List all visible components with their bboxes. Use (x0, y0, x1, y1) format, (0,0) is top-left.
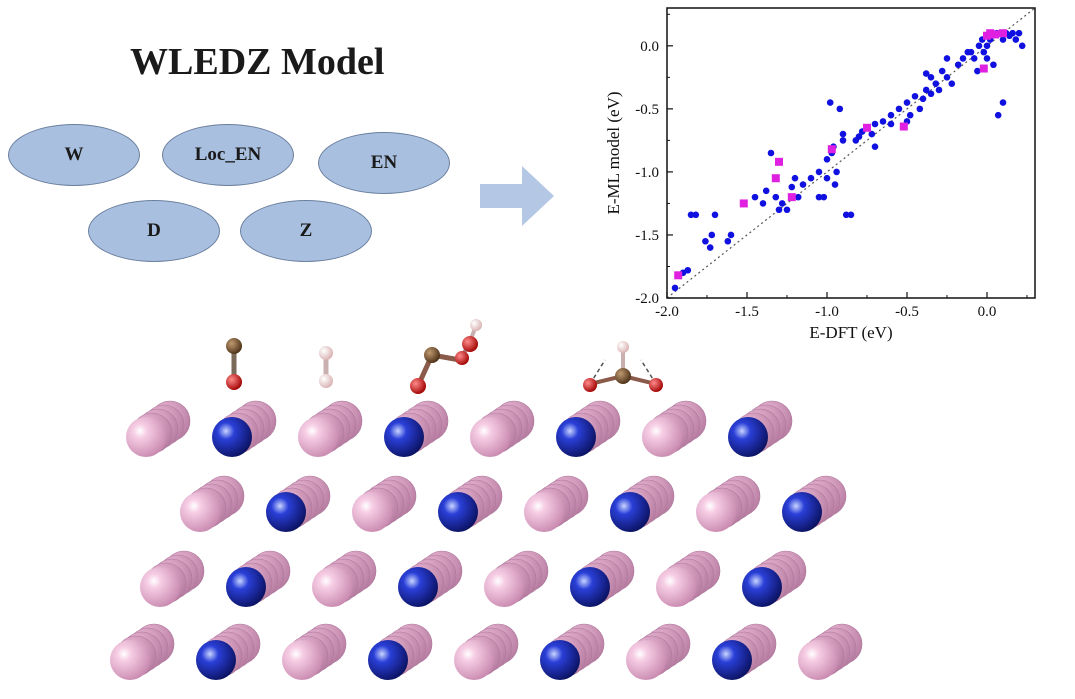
feature-d: D (88, 200, 220, 262)
blue-atom (226, 567, 266, 607)
pink-atom (180, 492, 220, 532)
blue-atom (368, 640, 408, 680)
right-arrow-icon (480, 166, 554, 226)
h2-molecule (319, 346, 333, 388)
pink-atom (282, 640, 322, 680)
pink-atom (454, 640, 494, 680)
pink-atom (484, 567, 524, 607)
feature-z: Z (240, 200, 372, 262)
blue-atom (266, 492, 306, 532)
co-molecule (226, 338, 242, 390)
blue-atom (556, 417, 596, 457)
blue-atom (384, 417, 424, 457)
blue-atom (742, 567, 782, 607)
pink-atom (470, 417, 510, 457)
model-title: WLEDZ Model (130, 41, 385, 83)
blue-atom (438, 492, 478, 532)
blue-atom (398, 567, 438, 607)
blue-atom (212, 417, 252, 457)
feature-en: EN (318, 132, 450, 194)
pink-atom (352, 492, 392, 532)
blue-atom (712, 640, 752, 680)
pink-atom (298, 417, 338, 457)
pink-atom (126, 417, 166, 457)
hcoo-molecule (583, 341, 663, 392)
blue-atom (196, 640, 236, 680)
pink-atom (626, 640, 666, 680)
pink-atom (312, 567, 352, 607)
blue-atom (610, 492, 650, 532)
blue-atom (540, 640, 580, 680)
pink-atom (524, 492, 564, 532)
feature-loc-en: Loc_EN (162, 124, 294, 186)
pink-atom (696, 492, 736, 532)
pink-atom (140, 567, 180, 607)
pink-atom (798, 640, 838, 680)
pink-atom (642, 417, 682, 457)
pink-atom (110, 640, 150, 680)
feature-w: W (8, 124, 140, 186)
cooh-molecule (410, 319, 482, 394)
blue-atom (782, 492, 822, 532)
blue-atom (728, 417, 768, 457)
pink-atom (656, 567, 696, 607)
blue-atom (570, 567, 610, 607)
